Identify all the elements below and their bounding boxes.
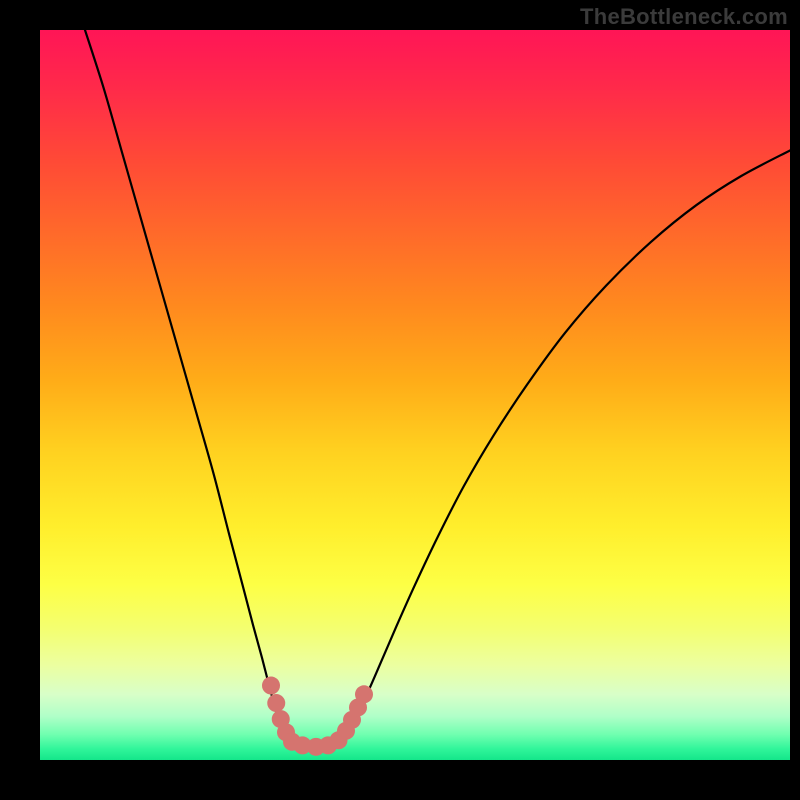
v-curve (85, 30, 790, 747)
data-marker (267, 694, 285, 712)
watermark-text: TheBottleneck.com (580, 4, 788, 30)
marker-group (262, 677, 373, 756)
chart-svg (40, 30, 790, 760)
chart-frame: TheBottleneck.com (0, 0, 800, 800)
data-marker (355, 685, 373, 703)
data-marker (262, 677, 280, 695)
plot-area (40, 30, 790, 760)
